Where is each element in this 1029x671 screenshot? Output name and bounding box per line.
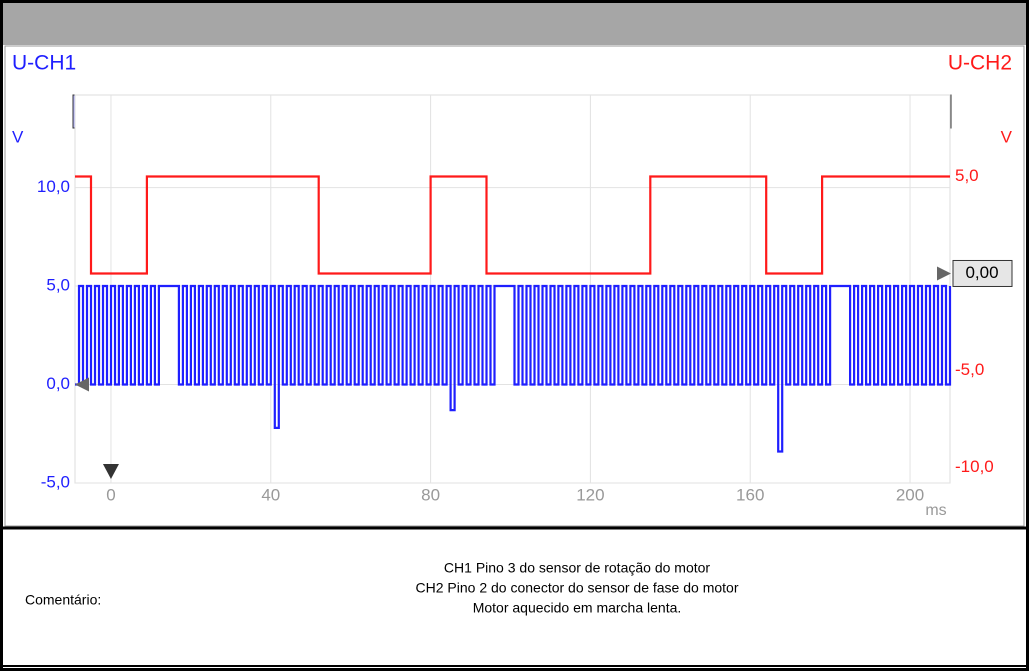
x-tick-label: 120: [576, 485, 604, 504]
trigger-marker: [102, 464, 119, 479]
signal-trace: [75, 175, 950, 275]
comment-line: CH2 Pino 2 do conector do sensor de fase…: [416, 580, 739, 596]
reference-marker: [937, 266, 951, 281]
x-tick-label: 200: [896, 485, 924, 504]
y2-tick-label: -5,0: [955, 360, 984, 379]
title-bar: [3, 3, 1026, 45]
x-tick-label: 160: [736, 485, 764, 504]
y-tick-label: -5,0: [41, 472, 70, 491]
y-tick-label: 0,0: [46, 374, 70, 393]
ch1-label: U-CH1: [12, 52, 76, 75]
comment-line: CH1 Pino 3 do sensor de rotação do motor: [444, 560, 710, 576]
y-tick-label: 5,0: [46, 276, 70, 295]
y2-tick-label: -10,0: [955, 457, 994, 476]
reference-label: 0,00: [965, 263, 998, 282]
x-tick-label: 40: [261, 485, 280, 504]
y-unit: V: [12, 127, 24, 146]
y2-unit: V: [1001, 127, 1013, 146]
plot-area: [74, 94, 951, 484]
comment-label: Comentário:: [25, 592, 101, 608]
reference-box: [952, 259, 1013, 287]
signal-trace: [75, 284, 952, 453]
x-tick-label: 0: [106, 485, 115, 504]
ch2-label: U-CH2: [948, 52, 1012, 75]
x-tick-label: 80: [421, 485, 440, 504]
y2-tick-label: 5,0: [955, 166, 979, 185]
ground-marker: [75, 377, 89, 392]
y-tick-label: 10,0: [37, 177, 70, 196]
comment-line: Motor aquecido em marcha lenta.: [473, 600, 682, 616]
x-unit: ms: [925, 502, 946, 519]
